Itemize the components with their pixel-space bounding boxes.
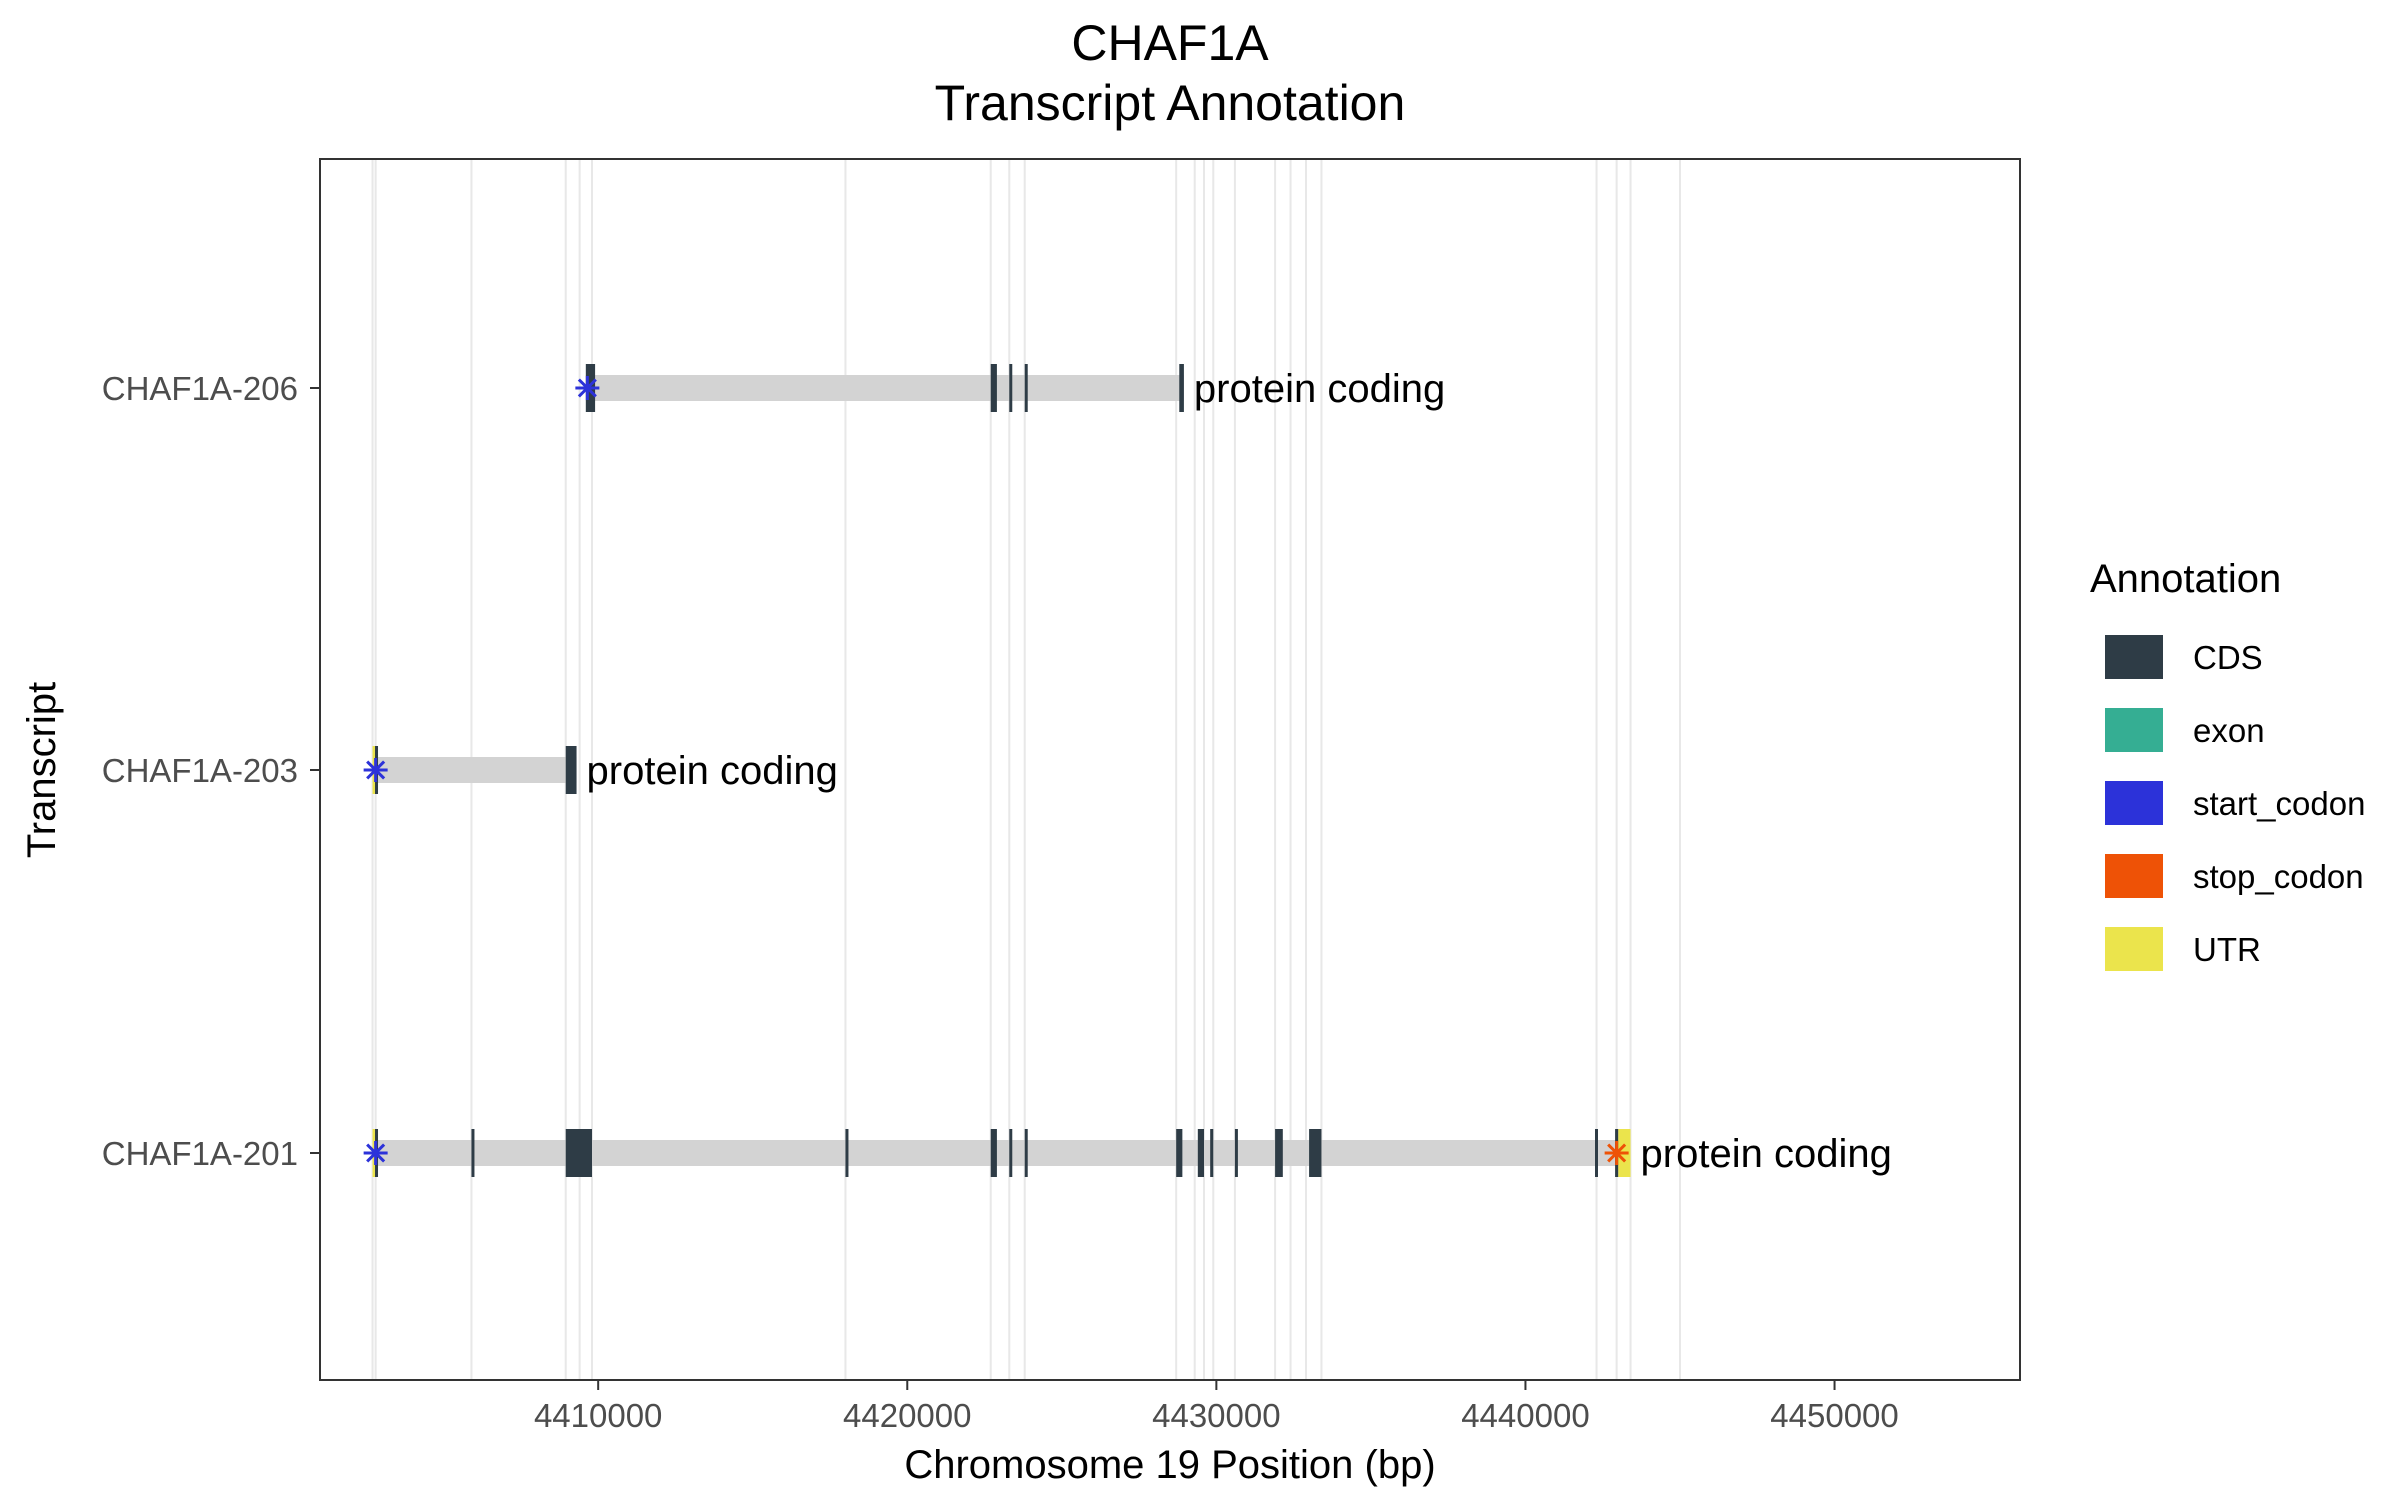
cds-segment [471, 1129, 475, 1177]
biotype-label: protein coding [587, 749, 838, 793]
codon-markers [363, 376, 1629, 1165]
legend-label: start_codon [2193, 785, 2365, 822]
legend-label: exon [2193, 712, 2265, 749]
legend-key-exon [2105, 708, 2163, 752]
legend-key-CDS [2105, 635, 2163, 679]
intron-backbone [372, 1140, 1631, 1166]
chart-subtitle: Transcript Annotation [935, 75, 1406, 131]
x-tick-label: 4450000 [1770, 1397, 1898, 1434]
cds-segment [1234, 1129, 1238, 1177]
x-tick-label: 4440000 [1461, 1397, 1589, 1434]
cds-segment [565, 1129, 592, 1177]
cds-segment [1275, 1129, 1283, 1177]
intron-backbone [372, 757, 577, 783]
codon-stroke [366, 760, 386, 780]
biotype-label: protein coding [1641, 1132, 1892, 1176]
cds-segment [565, 746, 577, 794]
x-tick-label: 4420000 [843, 1397, 971, 1434]
biotype-labels: protein coding protein coding protein codi… [587, 367, 1892, 1176]
legend-key-stop-codon [2105, 854, 2163, 898]
x-axis: 4410000 4420000 4430000 4440000 4450000 [534, 1380, 1899, 1434]
cds-segment [1595, 1129, 1598, 1177]
legend-label: CDS [2193, 639, 2263, 676]
start-codon-marker [363, 758, 388, 782]
y-tick-label: CHAF1A-201 [102, 1135, 298, 1172]
chart-title: CHAF1A [1071, 15, 1269, 71]
legend-title: Annotation [2090, 557, 2281, 601]
transcript-backbones [372, 375, 1631, 1166]
legend: Annotation CDS exon start_codon stop_codon U… [2090, 557, 2365, 971]
cds-segment [1179, 364, 1184, 412]
biotype-label: protein coding [1194, 367, 1445, 411]
cds-segment [990, 1129, 997, 1177]
legend-label: stop_codon [2193, 858, 2364, 895]
start-codon-marker [575, 376, 600, 400]
codon-stroke [1607, 1143, 1627, 1163]
x-tick-label: 4410000 [534, 1397, 662, 1434]
cds-segment [1009, 1129, 1013, 1177]
cds-segment [845, 1129, 849, 1177]
legend-key-start-codon [2105, 781, 2163, 825]
legend-key-UTR [2105, 927, 2163, 971]
y-axis-title: Transcript [20, 682, 64, 858]
cds-segment [1176, 1129, 1183, 1177]
start-codon-marker [363, 1141, 388, 1165]
x-axis-title: Chromosome 19 Position (bp) [904, 1443, 1435, 1487]
cds-segment [1009, 364, 1013, 412]
y-tick-label: CHAF1A-203 [102, 752, 298, 789]
y-tick-label: CHAF1A-206 [102, 370, 298, 407]
cds-segment [1210, 1129, 1214, 1177]
stop-codon-marker [1604, 1141, 1629, 1165]
cds-segment [1197, 1129, 1204, 1177]
codon-stroke [366, 1143, 386, 1163]
cds-segment [1024, 364, 1028, 412]
cds-segment [990, 364, 997, 412]
x-tick-label: 4430000 [1152, 1397, 1280, 1434]
legend-label: UTR [2193, 931, 2261, 968]
cds-segment [1024, 1129, 1028, 1177]
y-axis: CHAF1A-206 CHAF1A-203 CHAF1A-201 [102, 370, 320, 1172]
codon-stroke [577, 378, 597, 398]
intron-backbone [585, 375, 1184, 401]
cds-segment [1309, 1129, 1322, 1177]
